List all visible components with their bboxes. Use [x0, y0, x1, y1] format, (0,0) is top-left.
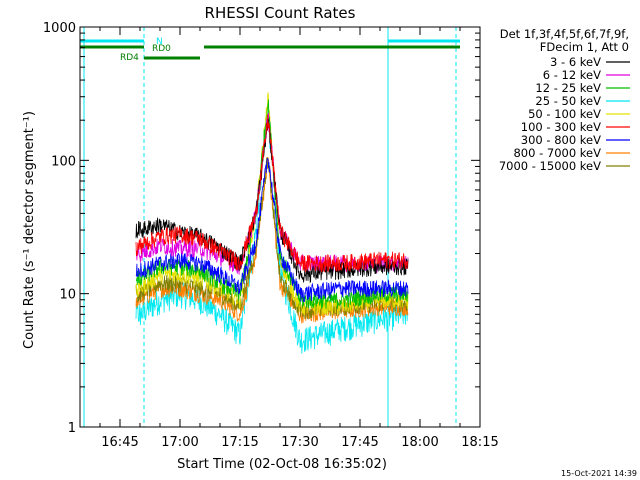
legend-entry-label: 3 - 6 keV: [550, 55, 601, 69]
y-tick-label: 10: [59, 288, 76, 303]
y-tick-label: 1000: [43, 21, 76, 36]
x-axis: 16:45 17:00 17:15 17:30 17:45 18:00 18:15: [79, 27, 499, 450]
legend: Det 1f,3f,4f,5f,6f,7f,9f,FDecim 1, Att 0…: [499, 27, 630, 173]
y-tick-label: 100: [51, 154, 76, 169]
legend-entry-label: 50 - 100 keV: [528, 107, 601, 121]
y-tick-label: 1: [68, 421, 76, 436]
legend-entry-label: 12 - 25 keV: [535, 81, 601, 95]
x-tick-label: 17:30: [281, 435, 318, 450]
footer-timestamp: 15-Oct-2021 14:39: [561, 469, 637, 478]
legend-header: FDecim 1, Att 0: [540, 40, 629, 54]
legend-entry-label: 300 - 800 keV: [521, 133, 601, 147]
series-line: [135, 114, 409, 273]
legend-entry-label: 100 - 300 keV: [521, 120, 601, 134]
chart-title: RHESSI Count Rates: [205, 4, 356, 22]
series-line: [135, 112, 409, 275]
x-axis-label: Start Time (02-Oct-08 16:35:02): [177, 457, 387, 472]
x-tick-label: 17:15: [221, 435, 258, 450]
flag-label: RD4: [120, 53, 139, 63]
legend-entry-label: 6 - 12 keV: [543, 68, 601, 82]
series-line: [135, 157, 409, 303]
legend-header: Det 1f,3f,4f,5f,6f,7f,9f,: [500, 27, 629, 41]
legend-entry-label: 7000 - 15000 keV: [499, 159, 601, 173]
flag-label: N: [156, 37, 163, 47]
legend-entry-label: 800 - 7000 keV: [513, 146, 601, 160]
y-axis: 1 10 100 1000: [43, 21, 480, 436]
flag-label: RD0: [152, 44, 171, 54]
series-group: [135, 92, 409, 354]
x-tick-label: 16:45: [101, 435, 138, 450]
x-tick-label: 17:00: [161, 435, 198, 450]
x-tick-label: 18:15: [461, 435, 498, 450]
x-tick-label: 17:45: [341, 435, 378, 450]
legend-entry-label: 25 - 50 keV: [535, 94, 601, 108]
x-tick-label: 18:00: [401, 435, 438, 450]
y-axis-label: Count Rate (s⁻¹ detector segment⁻¹): [22, 111, 37, 349]
